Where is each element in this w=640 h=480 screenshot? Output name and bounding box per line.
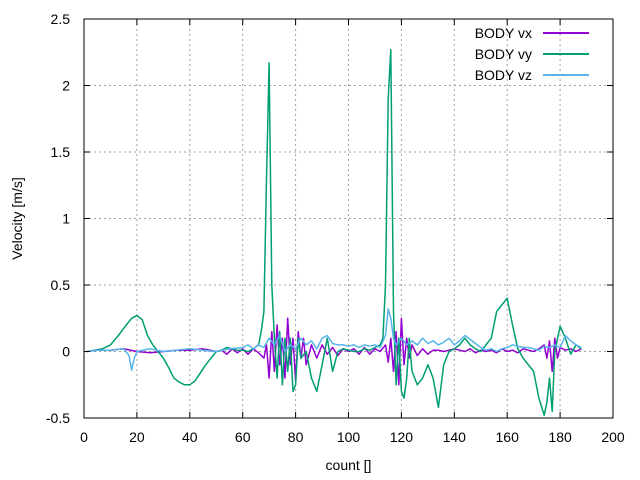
x-axis-label: count [] <box>326 457 372 473</box>
y-tick-label: 1 <box>62 211 70 227</box>
y-axis-label: Velocity [m/s] <box>9 177 25 259</box>
legend-label: BODY vy <box>475 46 532 62</box>
legend-label: BODY vz <box>475 67 532 83</box>
series-line-2 <box>86 48 582 417</box>
y-tick-label: 0.5 <box>51 277 71 293</box>
y-tick-label: 1.5 <box>51 144 71 160</box>
x-tick-label: 0 <box>80 429 88 445</box>
x-tick-label: 140 <box>443 429 467 445</box>
x-tick-label: 60 <box>235 429 251 445</box>
axis-ticks: 0 20 40 60 80 100 120 140 160 180 200 -0.5 0 0.5 1 1.5 2… <box>46 11 625 445</box>
grid-lines <box>84 19 613 418</box>
x-tick-label: 40 <box>182 429 198 445</box>
y-tick-label: -0.5 <box>46 410 70 426</box>
series-line-1 <box>86 317 582 386</box>
series-line-3 <box>86 308 582 371</box>
y-tick-label: 2.5 <box>51 11 71 27</box>
legend-label: BODY vx <box>475 25 532 41</box>
x-tick-label: 120 <box>390 429 414 445</box>
x-tick-label: 180 <box>548 429 572 445</box>
y-tick-label: 0 <box>62 344 70 360</box>
series-lines <box>86 48 582 417</box>
x-tick-label: 200 <box>601 429 625 445</box>
x-tick-label: 80 <box>288 429 304 445</box>
legend: BODY vx BODY vy BODY vz <box>475 25 589 83</box>
x-tick-label: 20 <box>129 429 145 445</box>
x-tick-label: 100 <box>337 429 361 445</box>
x-tick-label: 160 <box>496 429 520 445</box>
y-tick-label: 2 <box>62 78 70 94</box>
